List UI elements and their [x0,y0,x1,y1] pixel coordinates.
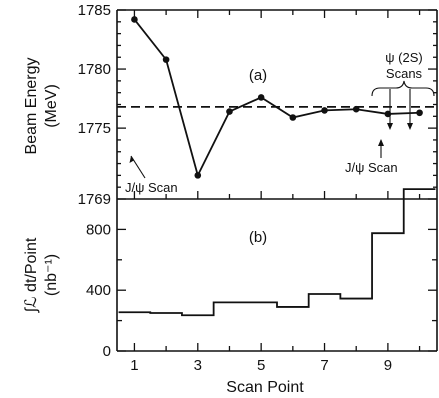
panel-a-ylabel-line1: Beam Energy [23,58,40,155]
annotation-jpsi-right-arrowhead [378,139,384,146]
x-tick-label-5: 5 [257,357,265,374]
annotation-psi2s-arrowhead2 [407,123,413,130]
data-point-2 [162,56,170,63]
data-point-5 [257,94,265,101]
data-point-4 [226,108,233,115]
panel-a-ytick-label-1775: 1775 [78,120,111,137]
panel-b-ylabel-line1: ∫ℒ dt/Point [23,237,40,313]
panel-a: 1769 1775 1780 1785 (a) Beam Energy (MeV) J… [23,2,438,208]
annotation-jpsi-scan-left: J/ψ Scan [125,180,178,195]
panel-b: 0 400 800 1 3 5 7 9 (b) ∫ℒ dt/Point (nb⁻¹) Sca… [23,188,438,396]
annotation-psi2s-line2: Scans [386,66,423,81]
panel-a-ylabel-line2: (MeV) [43,84,60,128]
data-point-3 [194,172,202,179]
panel-b-x-ticks: 1 3 5 7 9 [130,343,421,374]
panel-a-ytick-label-1780: 1780 [78,61,111,78]
x-tick-label-3: 3 [194,357,202,374]
panel-b-y-ticks: 0 400 800 [86,221,437,360]
annotation-psi2s-line1: ψ (2S) [385,50,422,65]
panel-a-y-ticks: 1769 1775 1780 1785 [78,2,437,208]
panel-b-ytick-label-400: 400 [86,282,111,299]
x-tick-label-9: 9 [384,357,392,374]
annotation-psi2s-brace [371,80,435,97]
panel-b-step-series [118,188,436,317]
data-point-8 [352,105,360,113]
panel-b-label: (b) [249,229,267,246]
data-point-7 [321,107,328,114]
x-tick-label-7: 7 [320,357,328,374]
annotation-jpsi-scan-right: J/ψ Scan [345,160,398,175]
x-axis-title: Scan Point [226,379,304,396]
panel-a-ytick-label-1785: 1785 [78,2,111,19]
data-point-1 [131,16,138,23]
panel-a-label: (a) [249,67,267,84]
annotation-jpsi-left-arrowhead [129,156,135,163]
data-point-6 [289,114,297,121]
panel-a-points [131,16,423,179]
panel-b-ylabel-line2: (nb⁻¹) [43,254,60,296]
panel-b-ytick-label-0: 0 [103,343,111,360]
panel-a-series-line [133,18,420,178]
panel-a-ytick-label-1769: 1769 [78,191,111,208]
annotation-psi2s-arrowhead1 [387,123,393,130]
data-point-10 [416,109,423,117]
panel-b-ytick-label-800: 800 [86,221,111,238]
x-tick-label-1: 1 [130,357,138,374]
